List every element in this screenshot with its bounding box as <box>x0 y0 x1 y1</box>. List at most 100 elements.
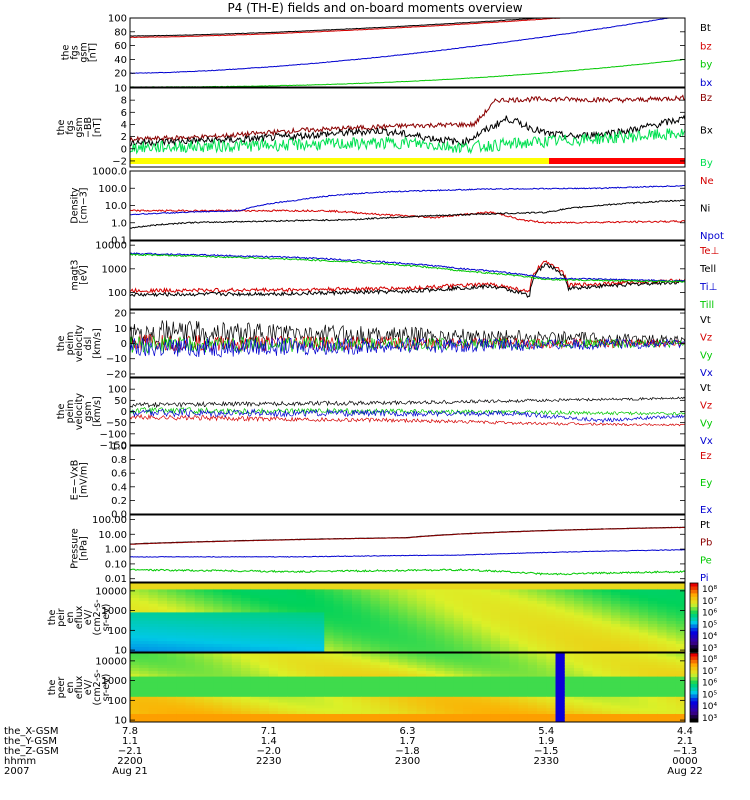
spectrogram-cell <box>333 597 344 601</box>
spectrogram-cell <box>490 583 501 587</box>
spectrogram-cell <box>444 681 455 686</box>
spectrogram-cell <box>500 710 510 714</box>
spectrogram-cell <box>167 690 177 694</box>
spectrogram-cell <box>463 637 473 642</box>
spectrogram-cell <box>620 585 631 590</box>
spectrogram-cell <box>426 634 436 639</box>
spectrogram-cell <box>592 661 603 666</box>
spectrogram-cell <box>250 664 261 668</box>
spectrogram-cell <box>213 631 224 636</box>
spectrogram-cell <box>546 719 557 722</box>
spectrogram-cell <box>157 681 168 686</box>
spectrogram-cell <box>666 626 677 630</box>
spectrogram-cell <box>638 634 649 639</box>
spectrogram-cell <box>629 664 640 668</box>
spectrogram-cell <box>666 617 677 621</box>
spectrogram-cell <box>611 597 621 601</box>
spectrogram-cell <box>472 649 483 652</box>
spectrogram-cell <box>296 591 307 596</box>
spectrogram-cell <box>666 719 677 722</box>
spectrogram-cell <box>592 653 603 657</box>
spectrogram-cell <box>305 623 316 627</box>
spectrogram-cell <box>222 707 233 712</box>
spectrogram-cell <box>648 693 658 697</box>
spectrogram-cell <box>574 585 584 590</box>
spectrogram-cell <box>509 629 520 633</box>
spectrogram-cell <box>361 617 372 621</box>
spectrogram-cell <box>389 670 399 674</box>
spectrogram-cell <box>481 670 492 674</box>
spectrogram-cell <box>500 687 510 691</box>
spectrogram-cell <box>527 583 538 587</box>
spectrogram-cell <box>148 707 159 712</box>
spectrogram-cell <box>222 681 233 686</box>
spectrogram-cell <box>157 704 168 709</box>
spectrogram-cell <box>157 687 168 691</box>
spectrogram-cell <box>675 637 685 642</box>
spectrogram-cell <box>315 614 325 619</box>
colorbar-segment <box>690 684 698 688</box>
spectrogram-cell <box>564 701 575 706</box>
spectrogram-cell <box>472 594 483 598</box>
spectrogram-cell <box>241 629 251 633</box>
spectrogram-cell <box>259 617 270 621</box>
spectrogram-cell <box>629 658 640 663</box>
spectrogram-cell <box>398 673 409 677</box>
spectrogram-cell <box>342 693 353 697</box>
spectrogram-cell <box>426 690 436 694</box>
spectrogram-cell <box>444 608 455 613</box>
spectrogram-cell <box>657 611 668 616</box>
spectrogram-cell <box>305 653 316 657</box>
spectrogram-cell <box>675 626 685 630</box>
spectrogram-cell <box>324 678 335 683</box>
spectrogram-cell <box>629 626 640 630</box>
spectrogram-cell <box>305 701 316 706</box>
spectrogram-cell <box>574 591 584 596</box>
colorbar-segment <box>690 610 698 615</box>
spectrogram-cell <box>157 603 168 607</box>
spectrogram-cell <box>629 637 640 642</box>
spectrogram-cell <box>194 701 205 706</box>
spectrogram-cell <box>287 629 298 633</box>
spectrogram-cell <box>213 583 224 587</box>
spectrogram-cell <box>490 690 501 694</box>
legend-vel_dsl-3: Vx <box>700 368 713 379</box>
panel-frame-efield <box>129 445 686 515</box>
spectrogram-cell <box>333 673 344 677</box>
spectrogram-cell <box>287 591 298 596</box>
spectrogram-cell <box>500 603 510 607</box>
spectrogram-cell <box>278 676 288 680</box>
spectrogram-cell <box>574 664 584 668</box>
spectrogram-cell <box>333 600 344 604</box>
spectrogram-cell <box>648 699 658 703</box>
spectrogram-cell <box>537 594 547 598</box>
spectrogram-cell <box>537 678 547 683</box>
spectrogram-cell <box>278 620 288 624</box>
spectrogram-cell <box>130 699 140 703</box>
spectrogram-cell <box>481 661 492 666</box>
spectrogram-cell <box>620 676 631 680</box>
series-line-density-0 <box>130 209 685 225</box>
spectrogram-cell <box>435 699 446 703</box>
spectrogram-cell <box>398 629 409 633</box>
spectrogram-cell <box>315 653 325 657</box>
spectrogram-cell <box>241 643 251 647</box>
spectrogram-cell <box>472 597 483 601</box>
spectrogram-cell <box>463 585 473 590</box>
spectrogram-cell <box>157 597 168 601</box>
spectrogram-cell <box>620 611 631 616</box>
y-tick-label: 100 <box>108 288 127 299</box>
spectrogram-cell <box>185 597 196 601</box>
spectrogram-cell <box>185 617 196 621</box>
spectrogram-cell <box>352 629 362 633</box>
spectrogram-cell <box>453 637 464 642</box>
spectrogram-cell <box>416 684 427 689</box>
spectrogram-cell <box>157 623 168 627</box>
spectrogram-cell <box>463 583 473 587</box>
spectrogram-cell <box>287 617 298 621</box>
spectrogram-cell <box>463 594 473 598</box>
spectrogram-cell <box>148 597 159 601</box>
colorbar-label: 10³ <box>702 714 717 724</box>
spectrogram-cell <box>204 699 214 703</box>
spectrogram-cell <box>259 670 270 674</box>
